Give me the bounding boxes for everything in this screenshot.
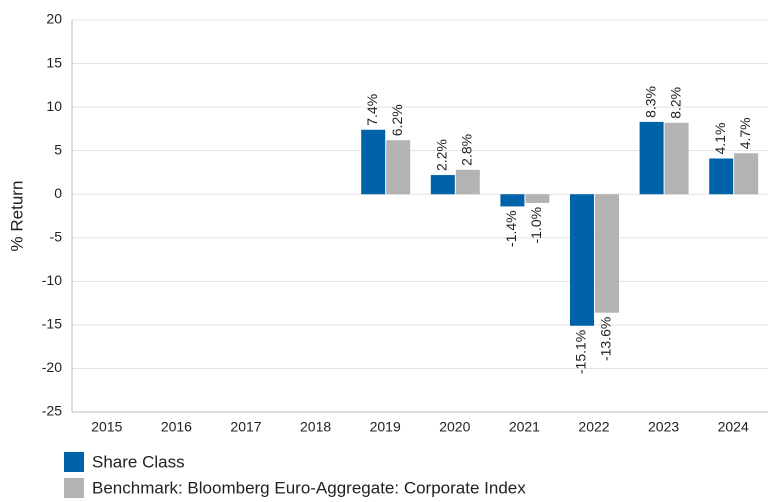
y-tick-label: 10 xyxy=(46,98,62,114)
value-label: 4.1% xyxy=(712,123,728,155)
value-label: 6.2% xyxy=(389,104,405,136)
bar xyxy=(525,194,550,203)
x-tick-label: 2023 xyxy=(648,419,679,435)
x-tick-label: 2018 xyxy=(300,419,331,435)
y-tick-label: 5 xyxy=(54,141,62,157)
bar xyxy=(455,169,480,195)
legend-label: Benchmark: Bloomberg Euro-Aggregate: Cor… xyxy=(92,478,526,497)
y-axis-label: % Return xyxy=(7,181,26,252)
bar xyxy=(664,122,689,195)
x-tick-label: 2020 xyxy=(439,419,470,435)
x-tick-label: 2015 xyxy=(91,419,122,435)
bar xyxy=(595,194,619,313)
bar xyxy=(361,129,386,195)
bar xyxy=(570,194,594,326)
legend-label: Share Class xyxy=(92,452,185,471)
x-tick-label: 2022 xyxy=(578,419,609,435)
x-tick-label: 2019 xyxy=(370,419,401,435)
y-tick-label: 20 xyxy=(46,11,62,27)
bar xyxy=(430,175,455,195)
y-tick-label: -20 xyxy=(42,359,62,375)
y-tick-label: 0 xyxy=(54,185,62,201)
bar xyxy=(709,158,734,195)
legend-swatch xyxy=(64,452,84,472)
value-label: 8.2% xyxy=(667,87,683,119)
y-tick-label: -15 xyxy=(42,316,62,332)
bar xyxy=(639,121,664,195)
x-tick-label: 2021 xyxy=(509,419,540,435)
y-tick-label: -5 xyxy=(50,228,63,244)
bar xyxy=(734,153,759,195)
legend-swatch xyxy=(64,478,84,498)
y-tick-label: 15 xyxy=(46,54,62,70)
value-label: 2.8% xyxy=(459,134,475,166)
bar xyxy=(500,194,525,207)
value-label: 2.2% xyxy=(434,139,450,171)
value-label: 4.7% xyxy=(737,117,753,149)
x-tick-label: 2017 xyxy=(230,419,261,435)
y-tick-label: -25 xyxy=(42,403,62,419)
value-label: -13.6% xyxy=(598,317,614,361)
y-tick-label: -10 xyxy=(42,272,62,288)
value-label: 7.4% xyxy=(364,94,380,126)
x-tick-label: 2024 xyxy=(718,419,749,435)
x-tick-label: 2016 xyxy=(161,419,192,435)
value-label: -1.0% xyxy=(528,207,544,244)
bar xyxy=(386,140,411,195)
value-label: 8.3% xyxy=(642,86,658,118)
value-label: -15.1% xyxy=(573,330,589,374)
value-label: -1.4% xyxy=(503,210,519,247)
